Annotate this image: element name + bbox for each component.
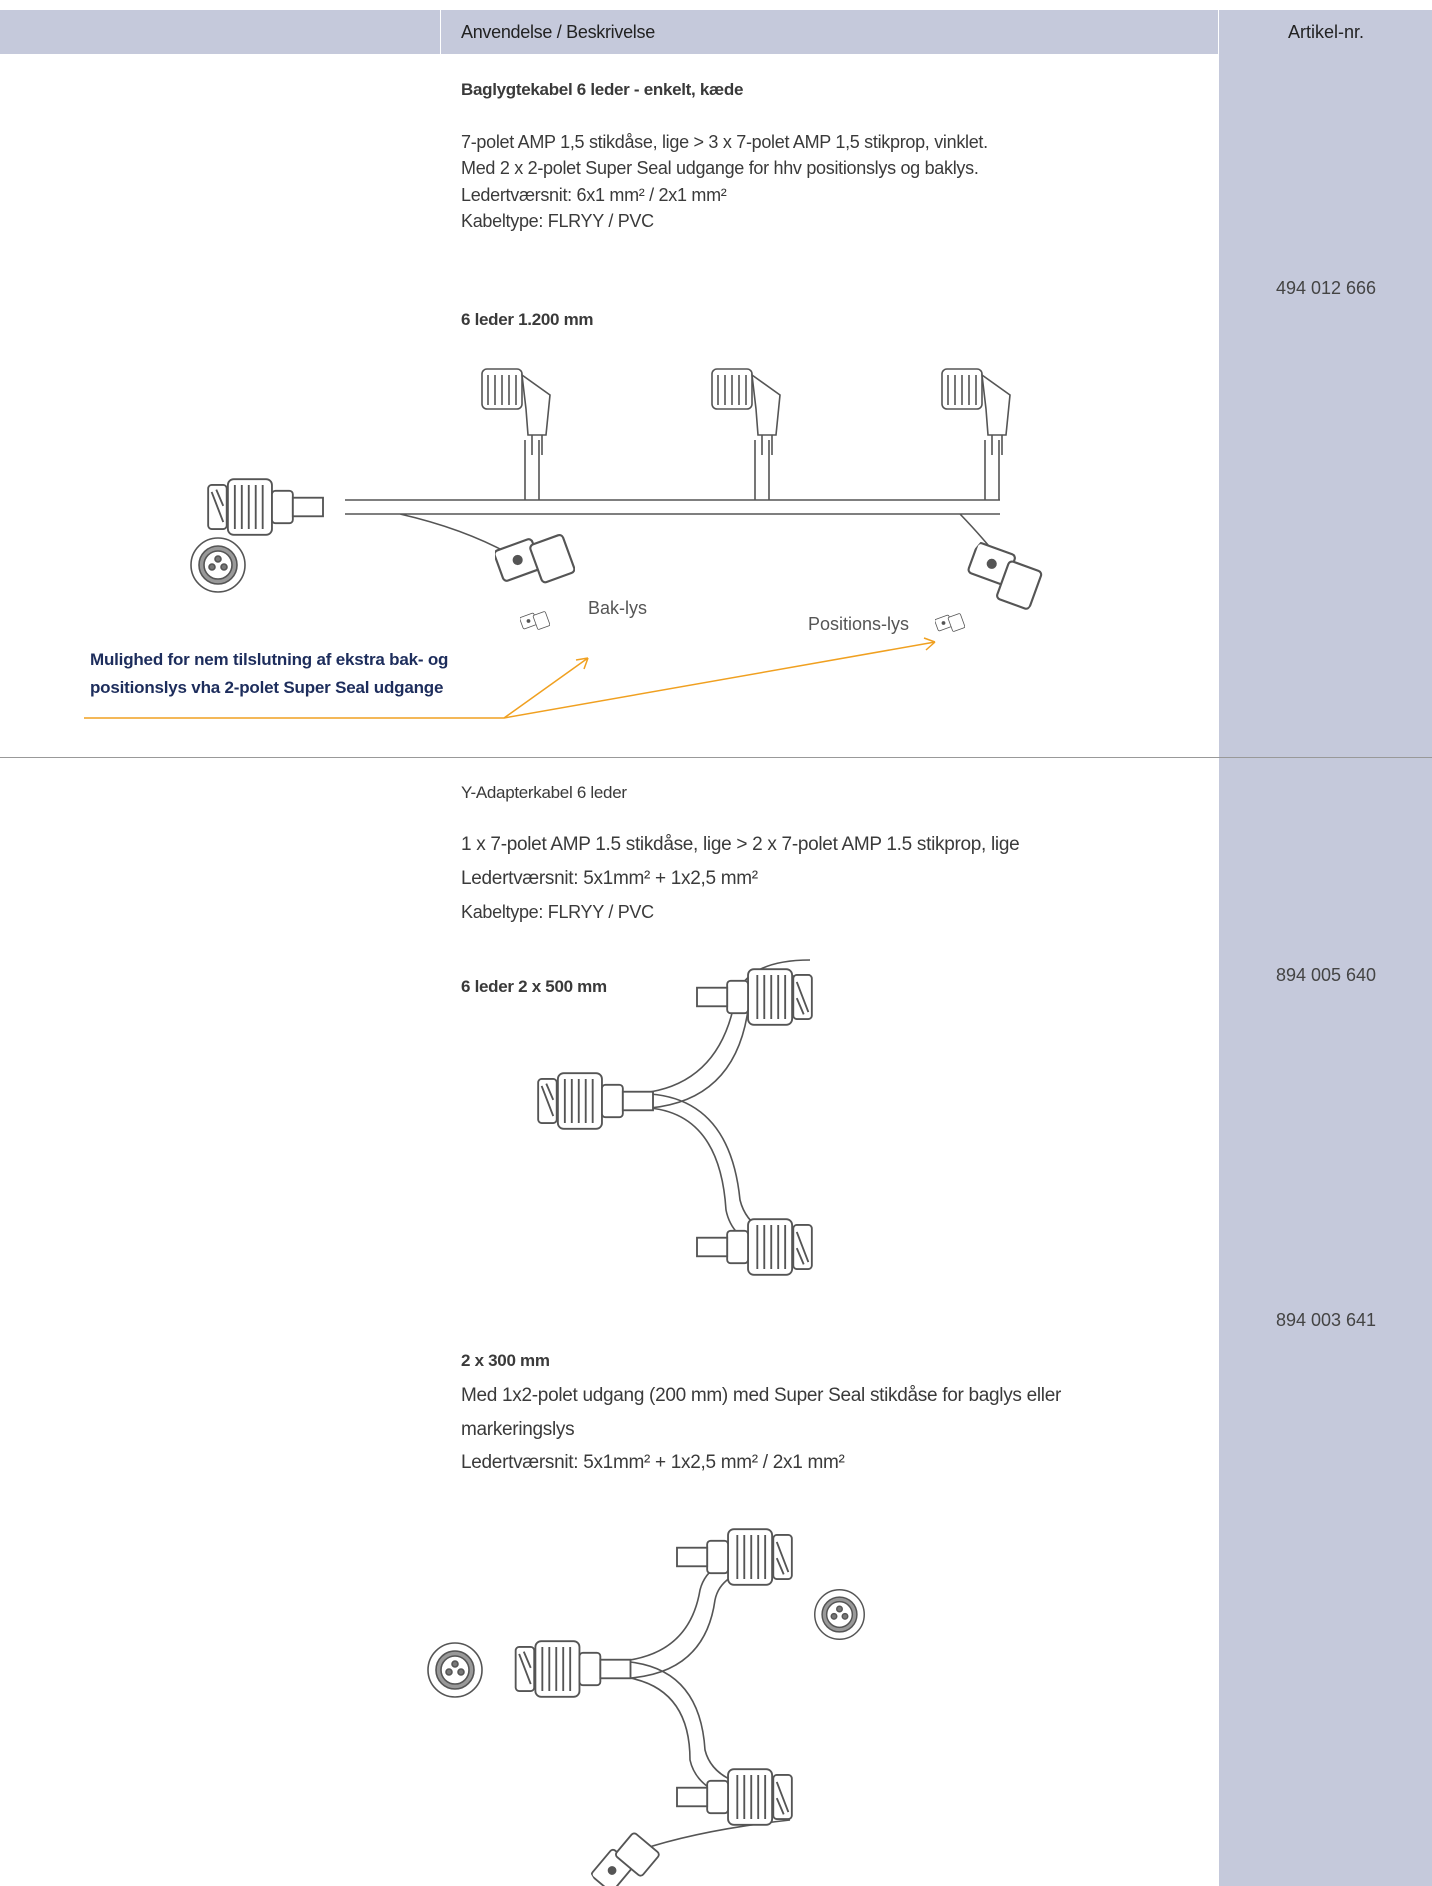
section-divider <box>0 757 1432 758</box>
callout-text: positionslys vha 2-polet Super Seal udga… <box>90 678 444 697</box>
desc-line: Med 2 x 2-polet Super Seal udgange for h… <box>461 158 979 178</box>
connector <box>676 1528 793 1586</box>
right-column <box>1219 10 1432 1886</box>
desc-line: Med 1x2-polet udgang (200 mm) med Super … <box>461 1385 1061 1406</box>
desc-line: Ledertværsnit: 6x1 mm² / 2x1 mm² <box>461 185 727 205</box>
header-divider <box>1218 10 1219 54</box>
connector <box>696 1218 813 1276</box>
product-title: Y-Adapterkabel 6 leder <box>461 783 627 802</box>
variant-name: 6 leder 2 x 500 mm <box>461 977 607 996</box>
header-article: Artikel-nr. <box>1287 22 1365 42</box>
seal-icon <box>935 612 965 633</box>
callout-line <box>84 637 936 719</box>
cable <box>345 440 1001 561</box>
connector-face <box>190 537 246 593</box>
diagram-label: Positions-lys <box>808 614 909 634</box>
desc-line: markeringslys <box>461 1419 575 1440</box>
article-number: 894 005 640 <box>1275 965 1377 985</box>
desc-line: Kabeltype: FLRYY / PVC <box>461 902 654 922</box>
cable <box>629 1549 791 1851</box>
seal-plug <box>583 1825 667 1886</box>
variant-name: 2 x 300 mm <box>461 1351 550 1370</box>
diagram-label: Bak-lys <box>588 598 647 618</box>
seal-plug <box>495 532 575 585</box>
header-divider <box>440 10 441 54</box>
desc-line: Ledertværsnit: 5x1mm² + 1x2,5 mm² <box>461 868 758 889</box>
desc-line: Ledertværsnit: 5x1mm² + 1x2,5 mm² / 2x1 … <box>461 1452 845 1473</box>
diagram-chain: Bak-lys Positions-lys <box>84 368 1054 719</box>
connector-face <box>427 1642 483 1698</box>
connector <box>514 1640 632 1698</box>
header-bar <box>0 10 1432 54</box>
connector <box>537 1072 654 1130</box>
desc-line: Kabeltype: FLRYY / PVC <box>461 211 654 231</box>
callout-text: Mulighed for nem tilslutning af ekstra b… <box>90 650 449 669</box>
connector <box>206 478 325 536</box>
desc-line: 1 x 7-polet AMP 1.5 stikdåse, lige > 2 x… <box>461 834 1020 855</box>
seal-icon <box>520 610 550 631</box>
variant-name: 6 leder 1.200 mm <box>461 310 594 329</box>
connector <box>696 968 813 1026</box>
article-number: 494 012 666 <box>1275 278 1377 298</box>
article-number: 894 003 641 <box>1275 1310 1377 1330</box>
connector-face <box>814 1589 865 1640</box>
connector <box>676 1768 793 1826</box>
header-description: Anvendelse / Beskrivelse <box>461 22 655 42</box>
desc-line: 7-polet AMP 1,5 stikdåse, lige > 3 x 7-p… <box>461 132 988 152</box>
diagram-y-adapter <box>537 959 813 1276</box>
product-title: Baglygtekabel 6 leder - enkelt, kæde <box>461 80 744 99</box>
diagram-y-adapter-seal <box>427 1528 865 1886</box>
seal-plug <box>956 527 1054 621</box>
